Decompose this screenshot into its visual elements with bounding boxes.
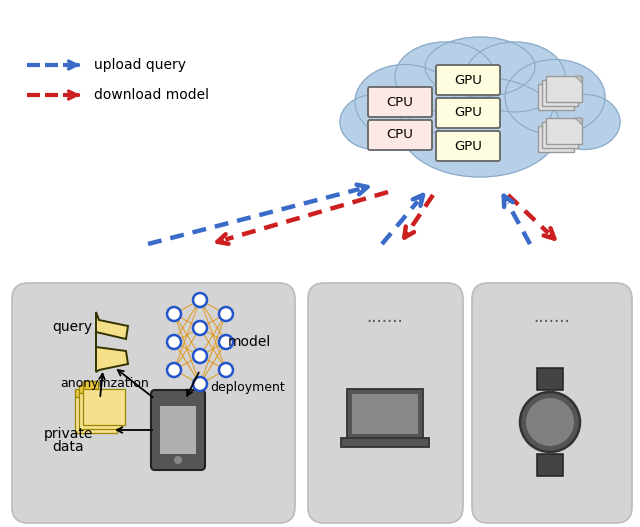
Polygon shape: [575, 76, 582, 83]
Circle shape: [167, 335, 181, 349]
FancyBboxPatch shape: [436, 131, 500, 161]
FancyBboxPatch shape: [546, 76, 582, 102]
Text: model: model: [228, 335, 271, 349]
FancyBboxPatch shape: [538, 126, 574, 152]
Text: .......: .......: [534, 308, 570, 326]
Polygon shape: [567, 126, 574, 133]
FancyBboxPatch shape: [542, 80, 578, 106]
Text: CPU: CPU: [387, 95, 413, 109]
Ellipse shape: [340, 94, 410, 150]
Ellipse shape: [395, 42, 495, 112]
Circle shape: [193, 293, 207, 307]
Polygon shape: [571, 122, 578, 129]
Text: download model: download model: [94, 88, 209, 102]
Text: GPU: GPU: [454, 73, 482, 86]
Circle shape: [174, 456, 182, 464]
Circle shape: [520, 392, 580, 452]
FancyBboxPatch shape: [542, 122, 578, 148]
Ellipse shape: [465, 42, 565, 112]
Circle shape: [526, 398, 574, 446]
Ellipse shape: [425, 37, 535, 97]
Polygon shape: [83, 381, 98, 389]
Text: .......: .......: [367, 308, 403, 326]
Text: upload query: upload query: [94, 58, 186, 72]
Circle shape: [193, 321, 207, 335]
Polygon shape: [567, 84, 574, 91]
FancyBboxPatch shape: [538, 84, 574, 110]
Circle shape: [219, 307, 233, 321]
Circle shape: [167, 363, 181, 377]
FancyBboxPatch shape: [472, 283, 632, 523]
FancyBboxPatch shape: [12, 283, 295, 523]
Ellipse shape: [400, 77, 560, 177]
Polygon shape: [79, 385, 94, 393]
Text: GPU: GPU: [454, 140, 482, 152]
FancyBboxPatch shape: [537, 454, 563, 476]
Text: data: data: [52, 440, 84, 454]
FancyBboxPatch shape: [79, 393, 121, 429]
Circle shape: [219, 335, 233, 349]
Circle shape: [167, 307, 181, 321]
Text: anonymzation: anonymzation: [61, 377, 149, 391]
FancyBboxPatch shape: [341, 438, 429, 447]
Polygon shape: [75, 389, 90, 397]
Text: private: private: [44, 427, 93, 441]
Text: CPU: CPU: [387, 129, 413, 142]
Ellipse shape: [505, 60, 605, 134]
Text: deployment: deployment: [210, 380, 285, 394]
FancyBboxPatch shape: [83, 389, 125, 425]
FancyBboxPatch shape: [436, 98, 500, 128]
Polygon shape: [571, 80, 578, 87]
Ellipse shape: [550, 94, 620, 150]
FancyBboxPatch shape: [75, 397, 117, 433]
FancyBboxPatch shape: [347, 389, 423, 439]
Ellipse shape: [355, 64, 455, 140]
Polygon shape: [575, 118, 582, 125]
Text: GPU: GPU: [454, 106, 482, 120]
FancyBboxPatch shape: [436, 65, 500, 95]
FancyBboxPatch shape: [368, 120, 432, 150]
FancyBboxPatch shape: [352, 394, 418, 434]
FancyBboxPatch shape: [368, 87, 432, 117]
FancyBboxPatch shape: [537, 368, 563, 390]
Circle shape: [219, 363, 233, 377]
Circle shape: [193, 377, 207, 391]
FancyBboxPatch shape: [308, 283, 463, 523]
Circle shape: [193, 349, 207, 363]
FancyBboxPatch shape: [546, 118, 582, 144]
Text: query: query: [52, 320, 92, 334]
Polygon shape: [96, 312, 128, 372]
FancyBboxPatch shape: [151, 390, 205, 470]
FancyBboxPatch shape: [160, 406, 196, 454]
